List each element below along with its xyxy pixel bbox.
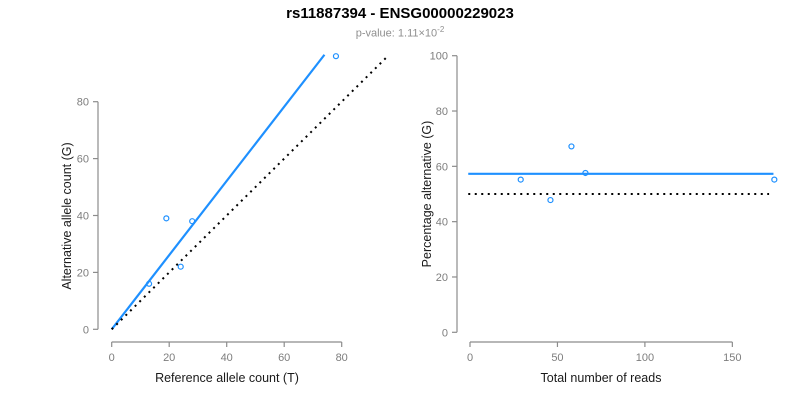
y-tick-label: 40 [77, 211, 89, 223]
pvalue-exponent: -2 [437, 25, 445, 34]
y-tick-label: 0 [83, 324, 89, 336]
data-point [582, 169, 589, 177]
identity-line [110, 55, 389, 331]
y-tick-label: 40 [436, 217, 448, 229]
subtitle: p-value: 1.11×10-2 [0, 25, 800, 40]
x-tick-label: 80 [336, 352, 348, 364]
y-tick-label: 60 [77, 154, 89, 166]
pvalue-text: p-value: 1.11×10 [355, 27, 438, 40]
left-x-axis-label: Reference allele count (T) [155, 371, 299, 385]
data-point [145, 280, 153, 287]
fit-line [110, 54, 326, 330]
plot-percentage: 0 50 100 150 0 20 40 60 80 100 [430, 51, 778, 364]
data-point [771, 176, 778, 183]
y-tick-label: 20 [77, 267, 89, 279]
data-point [332, 53, 340, 60]
y-tick-label: 80 [436, 106, 448, 118]
x-tick-label: 0 [109, 352, 115, 364]
plot-counts: 0 20 40 60 80 0 20 40 60 80 [77, 53, 389, 364]
x-tick-label: 40 [221, 352, 233, 364]
x-tick-label: 100 [636, 352, 654, 364]
y-tick-label: 0 [442, 327, 448, 339]
x-tick-label: 50 [551, 352, 563, 364]
data-point [189, 218, 196, 225]
x-tick-label: 60 [278, 352, 290, 364]
y-tick-label: 100 [430, 51, 448, 63]
y-tick-label: 80 [77, 97, 89, 109]
data-point [568, 143, 575, 150]
data-point [163, 215, 170, 222]
x-tick-label: 150 [723, 352, 741, 364]
x-tick-label: 20 [163, 352, 175, 364]
right-y-axis-label: Percentage alternative (G) [420, 120, 434, 268]
x-tick-label: 0 [467, 352, 473, 364]
data-point [177, 263, 184, 270]
y-tick-label: 60 [436, 161, 448, 173]
data-point [517, 176, 524, 183]
right-x-axis-label: Total number of reads [540, 371, 662, 385]
data-point [547, 196, 554, 204]
page-title: rs11887394 - ENSG00000229023 [286, 5, 514, 22]
left-y-axis-label: Alternative allele count (G) [60, 142, 74, 290]
y-tick-label: 20 [436, 272, 448, 284]
